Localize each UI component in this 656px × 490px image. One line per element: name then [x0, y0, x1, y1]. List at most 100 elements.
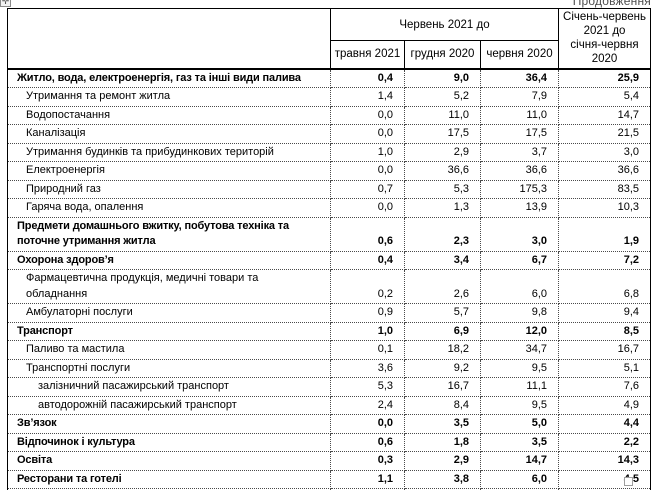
value-cell: 36,6	[404, 161, 481, 181]
row-label: Гаряча вода, опалення	[7, 198, 331, 218]
value-cell: 1,4	[330, 87, 405, 107]
value-cell: 0,9	[330, 303, 405, 323]
header-group-label: Червень 2021 до	[329, 8, 560, 41]
table-row: Предмети домашнього вжитку, побутова тех…	[7, 216, 652, 252]
row-label: Освіта	[7, 451, 331, 471]
value-cell: 34,7	[479, 340, 560, 360]
value-cell: 18,2	[404, 340, 481, 360]
continuation-label: Продовження	[572, 0, 651, 8]
value-cell: 8,5	[558, 321, 652, 341]
value-cell: 0,0	[330, 198, 405, 218]
table-row: Утримання та ремонт житла 1,4 5,2 7,9 5,4	[7, 87, 652, 107]
table-row: Водопостачання 0,0 11,0 11,0 14,7	[7, 105, 652, 125]
move-cross-icon: ✛	[1, 0, 10, 6]
value-cell: 5,0	[479, 414, 560, 434]
value-cell: 0,0	[330, 105, 405, 125]
value-cell: 6,9	[404, 321, 481, 341]
value-cell: 9,2	[404, 358, 481, 378]
value-cell: 25,9	[558, 68, 652, 88]
table-row: Природний газ 0,7 5,3 175,3 83,5	[7, 179, 652, 199]
value-cell: 3,0	[479, 216, 560, 252]
table-row: Зв’язок 0,0 3,5 5,0 4,4	[7, 414, 652, 434]
value-cell: 2,9	[404, 142, 481, 162]
value-cell: 0,4	[330, 250, 405, 270]
row-label: Фармацевтична продукція, медичні товари …	[7, 269, 331, 304]
value-cell: 1,1	[330, 469, 405, 489]
table-resize-handle[interactable]	[624, 477, 633, 486]
value-cell: 17,5	[479, 124, 560, 144]
value-cell: 2,4	[330, 395, 405, 415]
value-cell: 21,5	[558, 124, 652, 144]
header-col-may2021: травня 2021	[330, 40, 405, 69]
value-cell: 83,5	[558, 179, 652, 199]
row-label: Транспорт	[7, 321, 331, 341]
row-label: Каналізація	[7, 124, 331, 144]
value-cell: 5,3	[404, 179, 481, 199]
row-label: Амбулаторні послуги	[7, 303, 331, 323]
value-cell: 0,0	[330, 414, 405, 434]
table-move-handle[interactable]: ✛	[0, 0, 11, 7]
value-cell: 1,0	[330, 142, 405, 162]
value-cell: 3,7	[479, 142, 560, 162]
row-label: Транспортні послуги	[7, 358, 331, 378]
table-row: автодорожній пасажирський транспорт 2,4 8,…	[7, 395, 652, 415]
row-label: Природний газ	[7, 179, 331, 199]
value-cell: 3,0	[558, 142, 652, 162]
value-cell: 175,3	[479, 179, 560, 199]
header-corner-cell	[7, 8, 331, 69]
value-cell: 1,9	[558, 216, 652, 252]
row-label: Утримання будинків та прибудинкових тери…	[7, 142, 331, 162]
value-cell: 13,9	[479, 198, 560, 218]
value-cell: 11,0	[479, 105, 560, 125]
value-cell: 4,9	[558, 395, 652, 415]
value-cell: 0,2	[330, 269, 405, 304]
value-cell: 9,0	[404, 68, 481, 88]
row-label: Житло, вода, електроенергія, газ та інші…	[7, 68, 331, 88]
value-cell: 4,4	[558, 414, 652, 434]
value-cell: 14,7	[479, 451, 560, 471]
value-cell: 36,4	[479, 68, 560, 88]
value-cell: 3,5	[479, 432, 560, 452]
value-cell: 14,7	[558, 105, 652, 125]
table-row: Відпочинок і культура 0,6 1,8 3,5 2,2	[7, 432, 652, 452]
value-cell: 5,7	[404, 303, 481, 323]
value-cell: 6,8	[558, 269, 652, 304]
value-cell: 9,8	[479, 303, 560, 323]
row-label: Ресторани та готелі	[7, 469, 331, 489]
table-row: Транспорт 1,0 6,9 12,0 8,5	[7, 321, 652, 341]
value-cell: 4,5	[558, 469, 652, 489]
value-cell: 1,3	[404, 198, 481, 218]
value-cell: 3,8	[404, 469, 481, 489]
value-cell: 0,1	[330, 340, 405, 360]
value-cell: 3,6	[330, 358, 405, 378]
value-cell: 6,0	[479, 469, 560, 489]
value-cell: 9,4	[558, 303, 652, 323]
value-cell: 5,7	[479, 488, 560, 490]
table-row: Фармацевтична продукція, медичні товари …	[7, 269, 652, 304]
value-cell: 6,7	[479, 250, 560, 270]
table-row: Електроенергія 0,0 36,6 36,6 36,6	[7, 161, 652, 181]
value-cell: 7,2	[558, 250, 652, 270]
row-label: Електроенергія	[7, 161, 331, 181]
row-label: залізничний пасажирський транспорт	[7, 377, 331, 397]
row-label: Зв’язок	[7, 414, 331, 434]
table-row: Охорона здоров’я 0,4 3,4 6,7 7,2	[7, 250, 652, 270]
value-cell: 14,3	[558, 451, 652, 471]
table-row: Освіта 0,3 2,9 14,7 14,3	[7, 451, 652, 471]
value-cell: 5,1	[558, 358, 652, 378]
value-cell: 3,4	[404, 250, 481, 270]
value-cell: 5,2	[404, 87, 481, 107]
value-cell: 10,3	[558, 198, 652, 218]
cpi-table: Червень 2021 до Січень-червень 2021 до с…	[7, 8, 652, 490]
value-cell: 3,5	[404, 414, 481, 434]
table-row: Утримання будинків та прибудинкових тери…	[7, 142, 652, 162]
row-label: Відпочинок і культура	[7, 432, 331, 452]
row-label: Паливо та мастила	[7, 340, 331, 360]
value-cell: 36,6	[479, 161, 560, 181]
value-cell: 9,5	[479, 395, 560, 415]
value-cell: 0,3	[330, 451, 405, 471]
value-cell: 0,6	[330, 432, 405, 452]
value-cell: 1,0	[330, 321, 405, 341]
